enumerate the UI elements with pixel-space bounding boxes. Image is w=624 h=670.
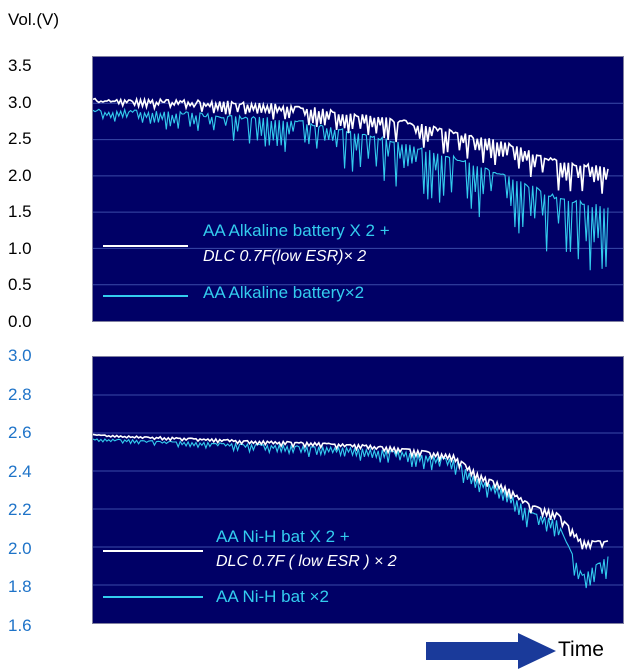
bottom-y-tick-3.0: 3.0: [8, 346, 32, 365]
bottom-y-tick-1.8: 1.8: [8, 577, 32, 597]
time-axis-label: Time: [558, 638, 604, 661]
top-y-tick-1.5: 1.5: [8, 202, 32, 222]
top-y-tick-2.5: 2.5: [8, 129, 32, 149]
bottom-y-tick-2.6: 2.6: [8, 423, 32, 443]
top-legend-label-2: AA Alkaline battery×2: [203, 283, 365, 302]
top-y-tick-0.0: 0.0: [8, 312, 32, 331]
bottom-series-battery-only: [92, 438, 609, 589]
top-plot-area: [92, 56, 624, 322]
y-axis-unit-label: Vol.(V): [8, 10, 60, 29]
bottom-legend-label-1b: DLC 0.7F ( low ESR ) × 2: [216, 553, 397, 570]
top-y-tick-2.0: 2.0: [8, 165, 32, 185]
time-arrow-icon: [426, 633, 556, 669]
top-chart-svg: [92, 96, 623, 297]
top-legend-label-1b: DLC 0.7F(low ESR)× 2: [203, 248, 367, 265]
top-y-tick-3.0: 3.0: [8, 92, 32, 112]
top-legend-label-1a: AA Alkaline battery X 2 +: [203, 221, 390, 240]
top-series-with-dlc: [92, 96, 609, 194]
bottom-legend-label-2: AA Ni-H bat ×2: [216, 587, 329, 606]
bottom-legend-label-1a: AA Ni-H bat X 2 +: [216, 527, 350, 546]
bottom-series-with-dlc: [92, 433, 609, 551]
bottom-chart-svg: [92, 394, 623, 598]
top-y-tick-0.5: 0.5: [8, 275, 32, 295]
bottom-y-tick-2.4: 2.4: [8, 461, 32, 481]
bottom-y-tick-2.0: 2.0: [8, 538, 32, 558]
arrow-shape: [426, 633, 556, 669]
top-y-tick-1.0: 1.0: [8, 238, 32, 258]
bottom-plot-area: [92, 356, 624, 624]
top-y-tick-3.5: 3.5: [8, 56, 32, 75]
bottom-y-tick-2.2: 2.2: [8, 500, 32, 520]
bottom-y-tick-1.6: 1.6: [8, 616, 32, 635]
top-series-battery-only: [92, 107, 609, 271]
bottom-y-tick-2.8: 2.8: [8, 384, 32, 404]
